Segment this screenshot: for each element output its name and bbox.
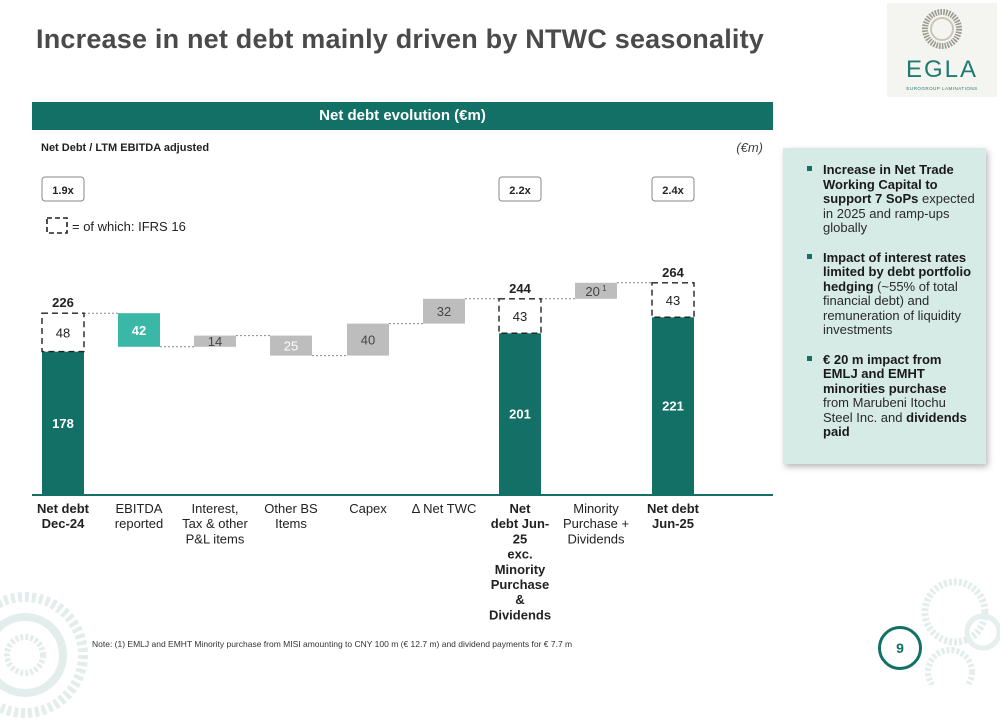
- category-label: Minority: [573, 501, 619, 516]
- decorative-medallion-right: [921, 578, 1000, 685]
- leverage-ratio-label: 2.2x: [509, 185, 531, 197]
- bullet-icon: [807, 166, 812, 171]
- category-label: Purchase: [491, 577, 550, 592]
- key-points-panel: Increase in Net Trade Working Capital to…: [783, 148, 986, 464]
- category-label: Net debt: [647, 501, 700, 516]
- footnote: Note: (1) EMLJ and EMHT Minority purchas…: [92, 639, 573, 649]
- ifrs-legend-label: = of which: IFRS 16: [72, 219, 186, 234]
- bar-value-label: 201: [509, 407, 531, 422]
- ifrs16-value-label: 43: [666, 293, 680, 308]
- bar-value-label: 178: [52, 416, 74, 431]
- logo-ring-icon: [922, 9, 962, 49]
- category-label: P&L items: [186, 531, 245, 546]
- category-label: Dividends: [489, 607, 551, 622]
- category-label: Dividends: [567, 531, 625, 546]
- category-label: Dec-24: [42, 516, 85, 531]
- category-label: reported: [115, 516, 163, 531]
- bar-value-label: 221: [662, 399, 684, 414]
- bar-8: [575, 282, 617, 299]
- leverage-ratio-box: [651, 176, 695, 202]
- bar-4: [270, 335, 312, 356]
- company-logo: EGLA EUROGROUP LAMINATIONS: [887, 3, 997, 97]
- bar-3: [194, 335, 236, 347]
- key-point-item: Increase in Net Trade Working Capital to…: [795, 162, 976, 236]
- category-label: &: [515, 592, 524, 607]
- bullet-icon: [807, 253, 812, 259]
- category-label: Jun-25: [652, 516, 694, 531]
- bar-2: [118, 313, 160, 347]
- bar-value-label: 25: [284, 339, 298, 354]
- key-point-bold: dividends paid: [823, 409, 967, 439]
- category-label: Purchase +: [563, 516, 629, 531]
- leverage-ratio-label: 1.9x: [52, 185, 74, 197]
- category-label: Δ Net TWC: [412, 501, 477, 516]
- bar-total-label: 226: [52, 295, 74, 310]
- key-point-text: expected in 2025 and ramp-ups globally: [823, 191, 975, 235]
- bar-7-main: [499, 333, 541, 494]
- category-label: Capex: [349, 501, 387, 516]
- chart-subtitle: Net Debt / LTM EBITDA adjusted: [41, 142, 209, 154]
- category-label: Interest,: [192, 501, 239, 516]
- waterfall-chart: Net Debt / LTM EBITDA adjusted (€m) = of w…: [32, 140, 773, 622]
- key-point-item: Impact of interest rates limited by debt…: [795, 249, 976, 338]
- bar-1-ifrs16: [41, 312, 85, 353]
- leverage-ratio-box: [498, 176, 542, 202]
- key-point-bold: € 20 m impact from EMLJ and EMHT minorit…: [823, 351, 947, 396]
- key-point-text: from Marubeni Itochu Steel Inc. and: [823, 395, 946, 425]
- bar-value-label: 40: [361, 333, 375, 348]
- unit-label: (€m): [736, 140, 763, 155]
- category-label: Tax & other: [182, 516, 248, 531]
- bar-total-label: 264: [662, 265, 684, 280]
- bar-value-label: 32: [437, 304, 451, 319]
- category-label: exc.: [507, 547, 532, 562]
- category-label: debt Jun-: [491, 516, 550, 531]
- category-label: 25: [513, 531, 527, 546]
- page-number: 9: [878, 626, 922, 670]
- bar-7-ifrs16: [498, 298, 542, 334]
- category-label: Minority: [495, 562, 546, 577]
- logo-wordmark: EGLA: [905, 56, 979, 83]
- footnote-marker: 1: [600, 284, 607, 293]
- page-title: Increase in net debt mainly driven by NT…: [36, 24, 765, 54]
- ifrs-legend-swatch: [46, 217, 68, 234]
- leverage-ratio-box: [41, 176, 85, 202]
- key-point-item: € 20 m impact from EMLJ and EMHT minorit…: [795, 351, 976, 440]
- category-label: Other BS: [264, 501, 318, 516]
- bar-1-main: [42, 351, 84, 494]
- bar-6: [423, 298, 465, 324]
- category-label: Items: [275, 516, 307, 531]
- ifrs16-value-label: 48: [56, 325, 70, 340]
- bar-value-label: 14: [208, 334, 222, 349]
- ifrs16-value-label: 43: [513, 309, 527, 324]
- key-point-bold: Impact of interest rates limited by debt…: [823, 249, 972, 294]
- chart-banner: Net debt evolution (€m): [32, 102, 773, 130]
- logo-tagline: EUROGROUP LAMINATIONS: [906, 86, 978, 91]
- bar-value-label: 42: [132, 323, 146, 338]
- bar-total-label: 244: [509, 281, 531, 296]
- key-point-bold: Increase in Net Trade Working Capital to…: [823, 162, 954, 206]
- key-point-text: (~55% of total financial debt) and remun…: [823, 278, 962, 337]
- category-label: EBITDA: [116, 501, 163, 516]
- bar-9-ifrs16: [651, 282, 695, 318]
- bar-5: [347, 323, 389, 356]
- category-label: Net: [510, 501, 532, 516]
- key-points-list: Increase in Net Trade Working Capital to…: [783, 148, 986, 440]
- leverage-ratio-label: 2.4x: [662, 185, 684, 197]
- bar-9-main: [652, 317, 694, 494]
- category-label: Net debt: [37, 501, 90, 516]
- bullet-icon: [807, 355, 812, 361]
